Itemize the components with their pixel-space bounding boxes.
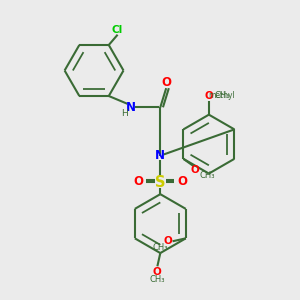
Text: methyl: methyl (208, 91, 235, 100)
Text: CH₃: CH₃ (214, 91, 230, 100)
Text: N: N (155, 149, 165, 162)
Text: O: O (164, 236, 172, 246)
Text: O: O (205, 91, 213, 100)
Text: O: O (134, 175, 143, 188)
Text: O: O (153, 267, 162, 277)
Text: CH₃: CH₃ (150, 275, 165, 284)
Text: N: N (126, 101, 136, 114)
Text: O: O (190, 165, 199, 175)
Text: S: S (155, 175, 166, 190)
Text: O: O (177, 175, 187, 188)
Text: CH₃: CH₃ (152, 243, 167, 252)
Text: H: H (121, 109, 128, 118)
Text: Cl: Cl (112, 25, 123, 35)
Text: CH₃: CH₃ (200, 170, 215, 179)
Text: O: O (161, 76, 171, 89)
